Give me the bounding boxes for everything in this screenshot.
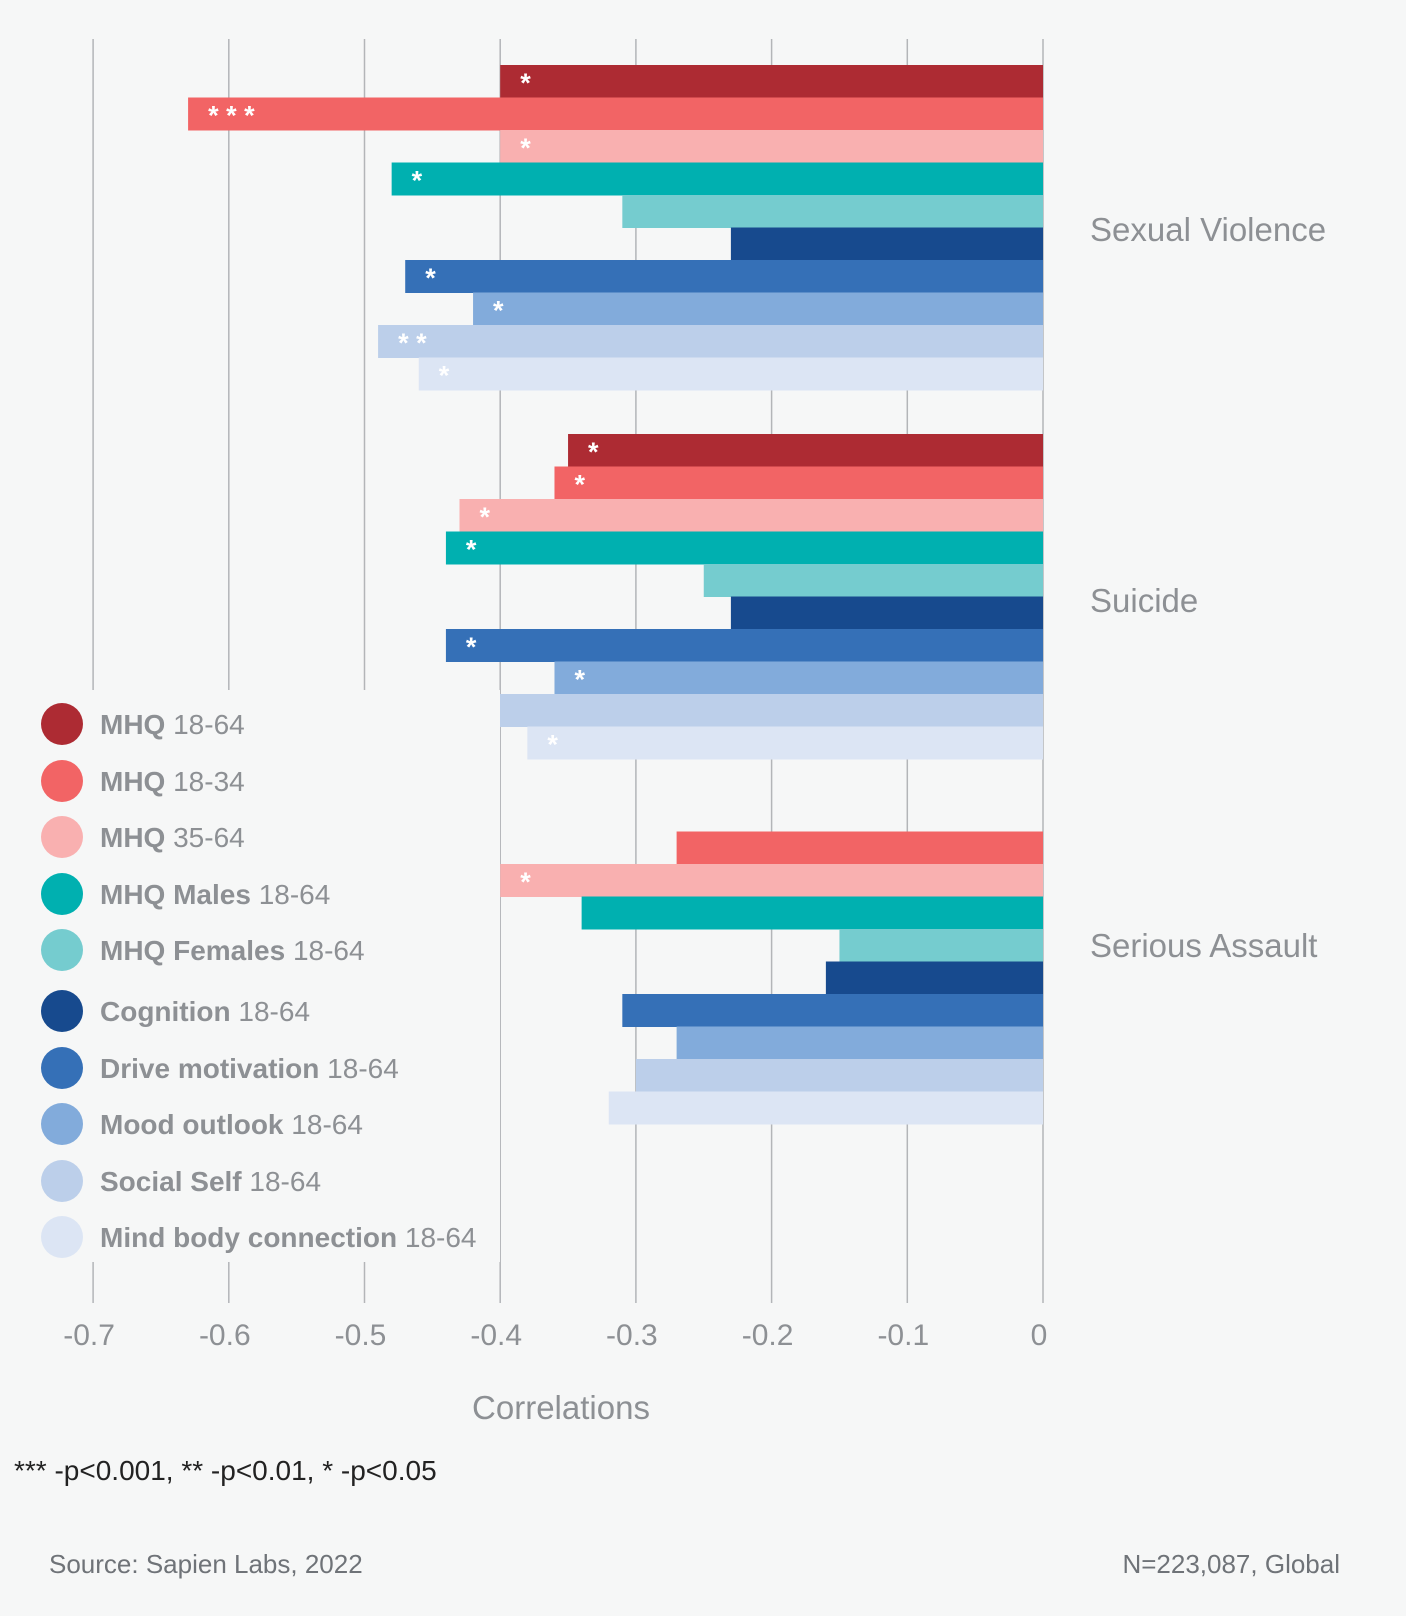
- significance-marker: *: [574, 665, 585, 695]
- legend-swatch-drive-motivation-18-64: [41, 1047, 83, 1089]
- significance-marker: *: [547, 730, 558, 760]
- legend-label-mhq-35-64: MHQ 35-64: [100, 822, 245, 853]
- source-note: Source: Sapien Labs, 2022: [49, 1549, 363, 1579]
- bar-suicide-mhq-females-18-64: [703, 564, 1043, 597]
- legend-label-mhq-18-64: MHQ 18-64: [100, 709, 245, 740]
- legend-swatch-mhq-males-18-64: [41, 873, 83, 915]
- bar-suicide-mhq-18-64: [568, 434, 1043, 467]
- significance-marker: *: [466, 535, 477, 565]
- legend-background: [20, 690, 500, 1262]
- significance-marker: *: [520, 68, 531, 98]
- bar-suicide-mhq-18-34: [554, 466, 1043, 500]
- legend-swatch-mhq-18-34: [41, 760, 83, 802]
- legend-swatch-mhq-females-18-64: [41, 929, 83, 971]
- x-tick-label: -0.3: [606, 1319, 658, 1352]
- significance-marker: *: [520, 867, 531, 897]
- legend-label-mood-outlook-18-64: Mood outlook 18-64: [100, 1109, 363, 1140]
- bar-sexual-violence-mhq-18-34: [188, 97, 1044, 131]
- legend-swatch-mind-body-connection-18-64: [41, 1216, 83, 1258]
- significance-marker: * * *: [208, 101, 255, 131]
- bar-suicide-mood-outlook-18-64: [554, 661, 1043, 695]
- bar-serious-assault-cognition-18-64: [825, 961, 1043, 995]
- significance-marker: *: [588, 437, 599, 467]
- bar-serious-assault-drive-motivation-18-64: [622, 994, 1043, 1027]
- significance-marker: *: [439, 361, 450, 391]
- x-tick-label: -0.5: [335, 1319, 387, 1352]
- legend-swatch-mhq-35-64: [41, 816, 83, 858]
- legend-label-drive-motivation-18-64: Drive motivation 18-64: [100, 1053, 399, 1084]
- significance-marker: * *: [398, 328, 427, 358]
- bar-sexual-violence-cognition-18-64: [730, 227, 1043, 261]
- category-label-sexual-violence: Sexual Violence: [1090, 211, 1326, 248]
- significance-footnote: *** -p<0.001, ** -p<0.01, * -p<0.05: [14, 1455, 437, 1486]
- bar-serious-assault-mood-outlook-18-64: [676, 1026, 1043, 1060]
- significance-marker: *: [520, 133, 531, 163]
- legend-label-cognition-18-64: Cognition 18-64: [100, 996, 310, 1027]
- legend-swatch-mood-outlook-18-64: [41, 1103, 83, 1145]
- bar-serious-assault-mhq-35-64: [500, 864, 1043, 897]
- bar-sexual-violence-mood-outlook-18-64: [473, 292, 1043, 326]
- bar-suicide-mind-body-connection-18-64: [527, 726, 1043, 760]
- significance-marker: *: [425, 263, 436, 293]
- bar-sexual-violence-mind-body-connection-18-64: [418, 357, 1043, 391]
- legend: MHQ 18-64 MHQ 18-34 MHQ 35-64 MHQ Males 18-…: [41, 703, 477, 1258]
- x-tick-label: -0.2: [742, 1319, 794, 1352]
- legend-label-mhq-18-34: MHQ 18-34: [100, 766, 245, 797]
- bar-sexual-violence-mhq-18-64: [500, 65, 1043, 98]
- bars: ** * ****** ********* ***: [188, 65, 1044, 1125]
- x-axis-ticks: -0.7 -0.6 -0.5 -0.4 -0.3 -0.2 -0.1 0: [63, 1319, 1047, 1352]
- legend-swatch-social-self-18-64: [41, 1160, 83, 1202]
- bar-sexual-violence-mhq-females-18-64: [622, 195, 1043, 228]
- legend-swatch-mhq-18-64: [41, 703, 83, 745]
- bar-suicide-social-self-18-64: [432, 694, 1044, 727]
- bar-sexual-violence-social-self-18-64: [378, 325, 1043, 358]
- bar-serious-assault-mind-body-connection-18-64: [608, 1091, 1043, 1125]
- significance-marker: *: [493, 296, 504, 326]
- significance-marker: *: [466, 632, 477, 662]
- significance-marker: *: [412, 166, 423, 196]
- group-labels: Sexual Violence Suicide Serious Assault: [1090, 211, 1326, 964]
- legend-label-mind-body-connection-18-64: Mind body connection 18-64: [100, 1222, 477, 1253]
- bar-sexual-violence-mhq-males-18-64: [391, 162, 1043, 196]
- x-tick-label: -0.4: [470, 1319, 522, 1352]
- category-label-serious-assault: Serious Assault: [1090, 927, 1317, 964]
- bar-suicide-mhq-35-64: [459, 499, 1043, 532]
- legend-label-mhq-males-18-64: MHQ Males 18-64: [100, 879, 330, 910]
- x-tick-label: -0.6: [199, 1319, 251, 1352]
- bar-suicide-cognition-18-64: [730, 596, 1043, 630]
- bar-serious-assault-mhq-18-34: [676, 831, 1043, 865]
- significance-marker: *: [574, 470, 585, 500]
- bar-serious-assault-social-self-18-64: [635, 1059, 1043, 1092]
- bar-serious-assault-mhq-males-18-64: [581, 896, 1043, 930]
- x-axis-title: Correlations: [472, 1389, 650, 1426]
- legend-swatch-cognition-18-64: [41, 990, 83, 1032]
- bar-suicide-mhq-males-18-64: [445, 531, 1043, 565]
- x-tick-label: -0.1: [877, 1319, 929, 1352]
- category-label-suicide: Suicide: [1090, 582, 1198, 619]
- bar-sexual-violence-drive-motivation-18-64: [405, 260, 1044, 293]
- legend-label-social-self-18-64: Social Self 18-64: [100, 1166, 321, 1197]
- x-tick-label: 0: [1031, 1319, 1048, 1352]
- legend-label-mhq-females-18-64: MHQ Females 18-64: [100, 935, 365, 966]
- sample-note: N=223,087, Global: [1122, 1549, 1340, 1579]
- x-tick-label: -0.7: [63, 1319, 115, 1352]
- bar-serious-assault-mhq-females-18-64: [839, 929, 1043, 962]
- bar-suicide-drive-motivation-18-64: [445, 629, 1043, 662]
- significance-marker: *: [479, 502, 490, 532]
- bar-sexual-violence-mhq-35-64: [500, 130, 1043, 163]
